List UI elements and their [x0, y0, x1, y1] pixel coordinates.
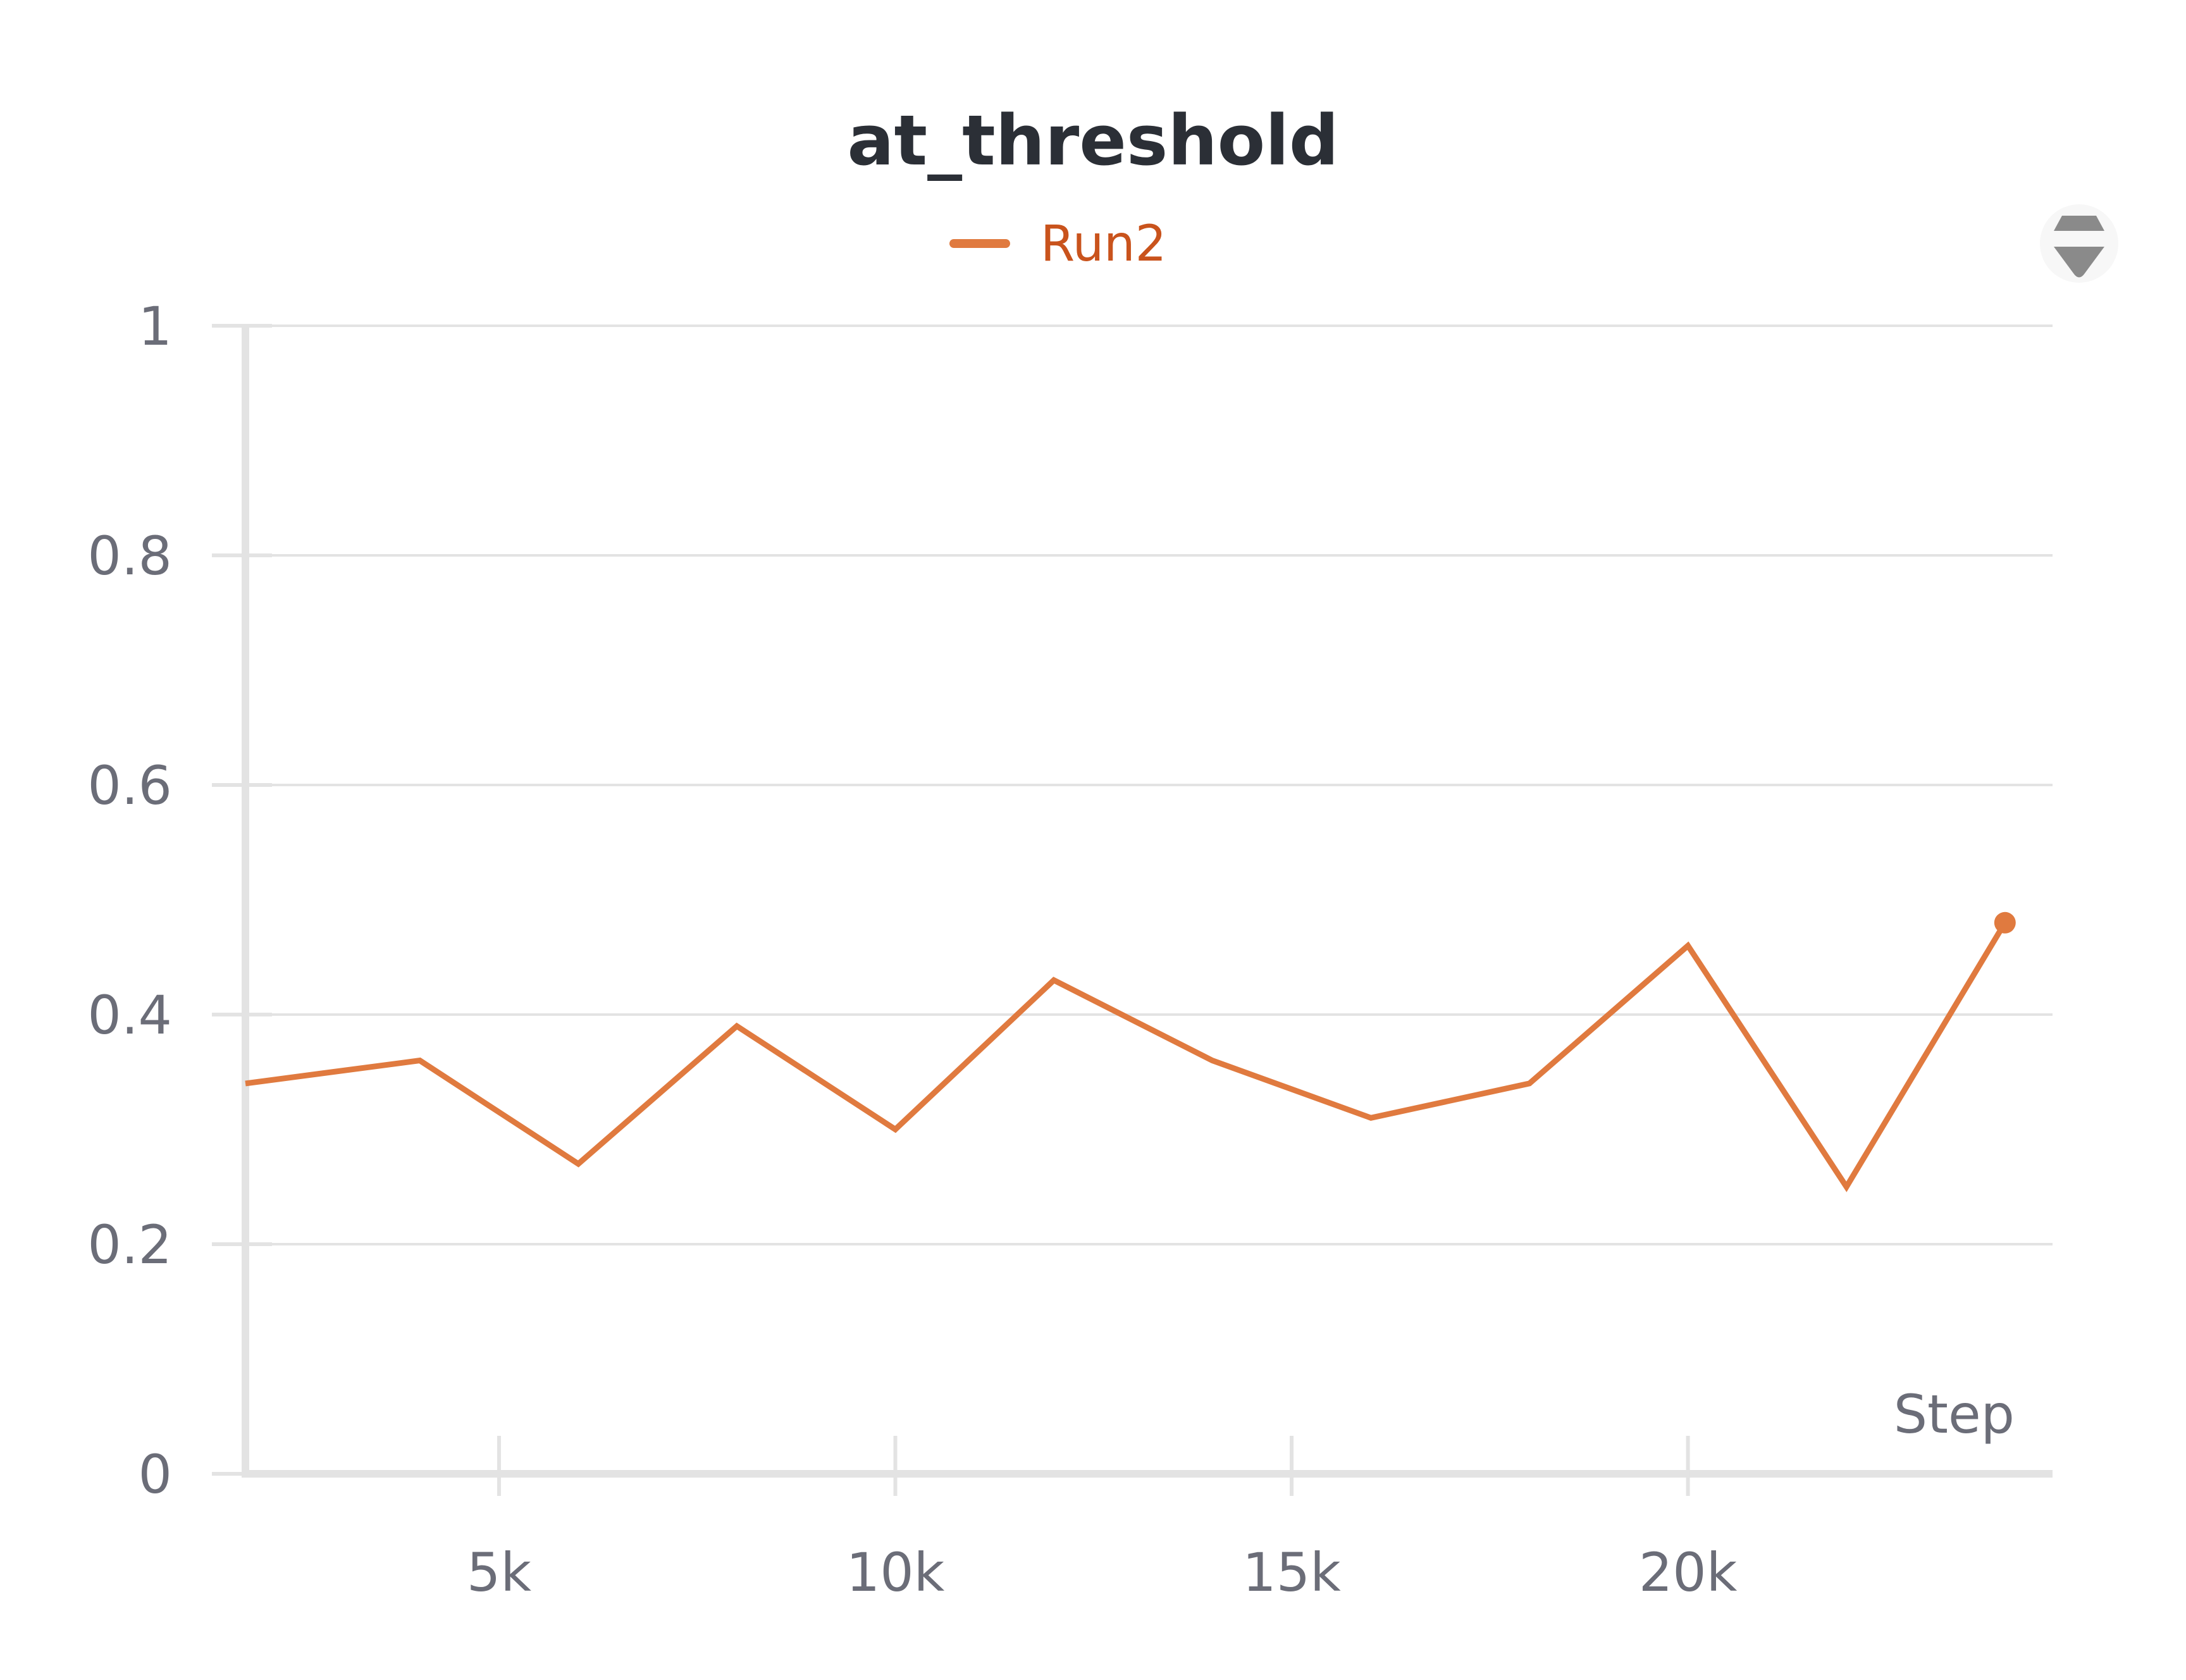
series-layer — [245, 911, 2016, 1192]
x-tick-label: 10k — [846, 1541, 945, 1603]
x-axis-ticks: 5k 10k 15k 20k — [467, 1436, 1738, 1603]
y-tick-label: 1 — [139, 295, 172, 357]
chart-title: at_threshold — [847, 100, 1338, 181]
y-tick-label: 0.8 — [87, 525, 172, 587]
axes — [242, 326, 2053, 1478]
y-tick-label: 0.6 — [87, 755, 172, 817]
series-line[interactable] — [245, 921, 2008, 1192]
y-axis-ticks: 0 0.2 0.4 0.6 0.8 1 — [87, 295, 272, 1505]
x-tick-label: 5k — [467, 1541, 531, 1603]
y-tick-label: 0 — [139, 1443, 172, 1505]
grid-lines — [245, 324, 2053, 1245]
series-last-point[interactable] — [1994, 911, 2016, 934]
y-tick-label: 0.2 — [87, 1214, 172, 1276]
x-axis-title: Step — [1894, 1383, 2015, 1445]
sort-arrows-icon[interactable] — [2040, 204, 2118, 283]
x-tick-label: 15k — [1242, 1541, 1341, 1603]
y-tick-label: 0.4 — [87, 984, 172, 1046]
legend[interactable]: Run2 — [949, 216, 1166, 273]
x-tick-label: 20k — [1639, 1541, 1738, 1603]
legend-label: Run2 — [1041, 216, 1166, 273]
